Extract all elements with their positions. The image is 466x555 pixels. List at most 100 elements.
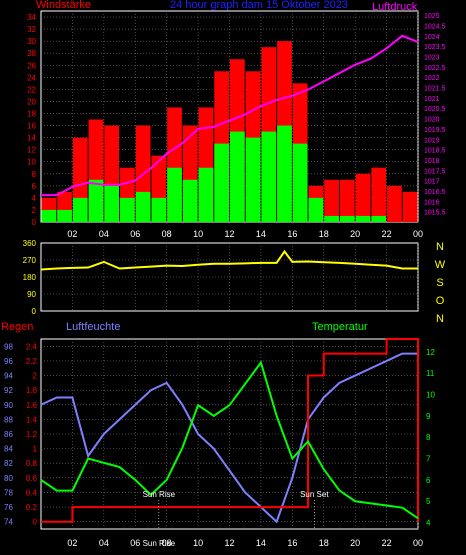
direction-series — [40, 249, 418, 271]
y-right-tick: 1020.5 — [424, 106, 446, 113]
y-left-tick: 18 — [27, 109, 36, 118]
wind-bar — [198, 167, 214, 222]
y-left-tick: 22 — [27, 85, 36, 94]
y-humidity-tick: 96 — [4, 357, 13, 366]
y-temp-tick: 7 — [426, 455, 431, 464]
wind-bar — [104, 185, 120, 222]
y-left-tick: 16 — [27, 122, 36, 131]
pressure-label: Luftdruck — [372, 1, 418, 13]
y-rain-tick: 0.2 — [26, 503, 38, 512]
y-rain-tick: 2.4 — [26, 342, 38, 351]
y-left-tick: 12 — [27, 146, 36, 155]
x-tick: 00 — [413, 538, 423, 548]
gust-bar — [402, 191, 418, 222]
x-tick: 18 — [319, 538, 329, 548]
y-humidity-tick: 98 — [4, 342, 13, 351]
climate-lines — [40, 338, 419, 524]
y-right-tick: 1018 — [424, 158, 440, 165]
direction-line — [40, 249, 418, 271]
y-rain-tick: 1.6 — [26, 401, 38, 410]
y-left-tick: 30 — [27, 37, 36, 46]
wind-bar — [120, 197, 135, 222]
x-tick: 08 — [162, 229, 172, 239]
wind-bar — [308, 197, 324, 222]
y-tick: 270 — [23, 256, 37, 265]
y-rain-tick: 1 — [33, 445, 38, 454]
gust-bar — [387, 185, 402, 222]
sun-annotations: Sun Rise Sun Set Sun Rise — [143, 490, 330, 548]
sun-annotation: Sun Set — [300, 490, 329, 499]
y-humidity-tick: 80 — [4, 474, 13, 483]
x-tick: 04 — [99, 229, 109, 239]
wind-bar — [261, 131, 277, 222]
y-left-tick: 6 — [32, 182, 37, 191]
x-tick: 12 — [224, 229, 234, 239]
y-tick: 90 — [27, 290, 36, 299]
wind-grid — [41, 11, 419, 222]
y-right-tick: 1020 — [424, 117, 440, 124]
y-humidity-tick: 88 — [4, 415, 13, 424]
y-rain-tick: 1.4 — [26, 415, 38, 424]
x-tick: 02 — [67, 538, 77, 548]
y-left-tick: 32 — [27, 25, 36, 34]
y-right-tick: 1017 — [424, 179, 440, 186]
y-right-tick: 1016.5 — [424, 189, 446, 196]
y-left-tick: 14 — [27, 134, 36, 143]
y-left-tick: 34 — [27, 13, 36, 22]
compass-label: N — [436, 241, 444, 253]
temperature-label: Temperatur — [312, 321, 368, 333]
x-tick: 06 — [130, 538, 140, 548]
gust-bar — [371, 167, 387, 222]
y-rain-tick: 0 — [33, 518, 38, 527]
pressure-series — [41, 34, 419, 197]
wind-bar — [292, 143, 308, 222]
gust-bar — [324, 179, 339, 222]
y-left-tick: 10 — [27, 158, 36, 167]
pressure-line — [41, 34, 419, 197]
climate-y-ticks: 7476788082848688909294969800.20.40.60.81… — [4, 342, 435, 527]
y-left-tick: 24 — [27, 73, 36, 82]
x-tick: 12 — [224, 538, 234, 548]
gust-bar — [355, 173, 371, 222]
y-left-tick: 0 — [32, 218, 37, 227]
rain-label: Regen — [1, 321, 33, 333]
y-right-tick: 1015.5 — [424, 210, 446, 217]
wind-bar — [41, 209, 57, 222]
y-right-tick: 1021 — [424, 96, 440, 103]
x-tick: 10 — [193, 229, 203, 239]
wind-bar — [245, 137, 261, 222]
direction-y-ticks: 0 90 180 270 360 — [23, 239, 37, 316]
y-rain-tick: 0.6 — [26, 474, 38, 483]
y-right-tick: 1023.5 — [424, 44, 446, 51]
y-temp-tick: 5 — [426, 497, 431, 506]
y-temp-tick: 6 — [426, 476, 431, 485]
chart-title: 24 hour graph dam 15 Oktober 2023 — [170, 0, 348, 11]
wind-bar — [230, 131, 245, 222]
wind-bar — [339, 215, 355, 222]
y-temp-tick: 4 — [426, 519, 431, 528]
y-temp-tick: 10 — [426, 391, 435, 400]
wind-bar — [371, 215, 387, 222]
y-left-tick: 4 — [32, 194, 37, 203]
y-tick: 360 — [23, 239, 37, 248]
pressure-y-ticks: 1015.5 1016 1016.5 1017 1017.5 1018 1018.5 1019… — [424, 13, 446, 217]
wind-bar — [182, 179, 198, 222]
y-humidity-tick: 78 — [4, 488, 13, 497]
x-tick: 08 — [162, 538, 172, 548]
y-right-tick: 1018.5 — [424, 148, 446, 155]
compass-label: S — [436, 277, 443, 289]
y-rain-tick: 2 — [33, 372, 38, 381]
temperature-series — [40, 360, 419, 520]
x-tick: 02 — [67, 229, 77, 239]
y-tick: 0 — [32, 307, 37, 316]
wind-label: Windstärke — [36, 0, 91, 11]
y-right-tick: 1024 — [424, 34, 440, 41]
wind-bar — [214, 143, 229, 222]
humidity-label: Luftfeuchte — [66, 321, 120, 333]
x-tick: 10 — [193, 538, 203, 548]
y-rain-tick: 1.2 — [26, 430, 38, 439]
y-right-tick: 1022 — [424, 75, 440, 82]
y-left-tick: 26 — [27, 61, 36, 70]
y-humidity-tick: 86 — [4, 430, 13, 439]
